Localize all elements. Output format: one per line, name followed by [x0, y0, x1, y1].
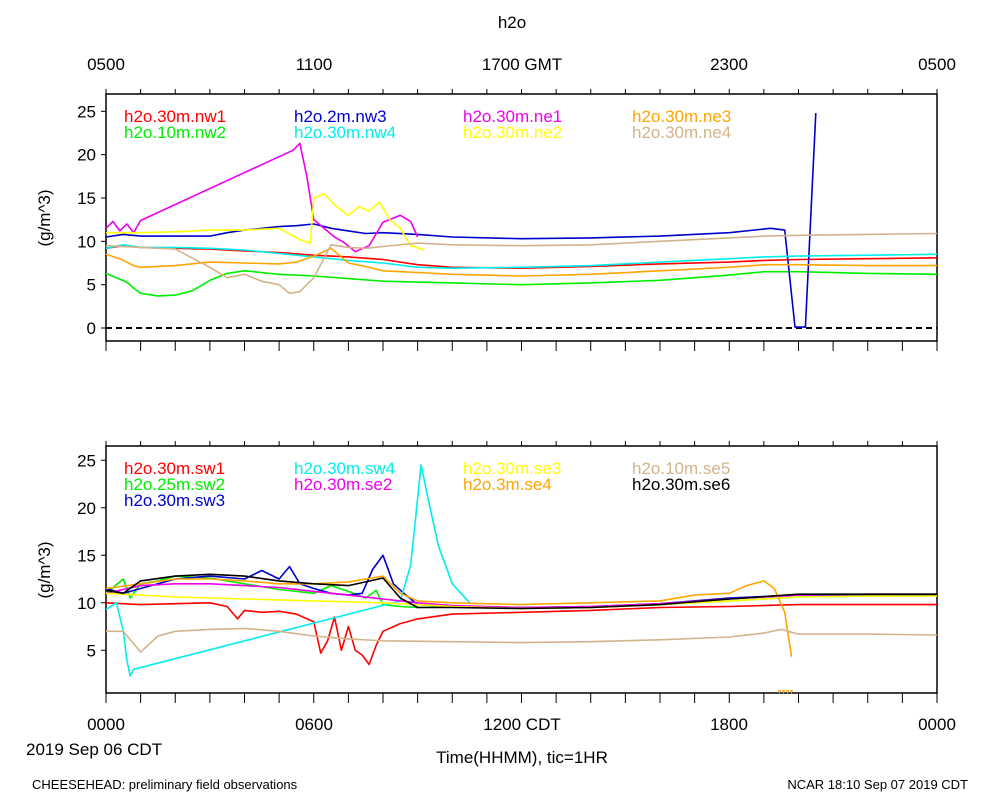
bottom-tick-label: 0000: [87, 715, 125, 734]
lower-y-axis-label: (g/m^3): [35, 541, 54, 598]
top-axis-labels: 0500 1100 1700 GMT 2300 0500: [87, 55, 956, 74]
y-tick-label: 10: [77, 594, 96, 613]
legend-entry: h2o.30m.ne2: [463, 123, 562, 142]
legend-entry: h2o.30m.sw4: [294, 459, 395, 478]
chart-title: h2o: [498, 13, 526, 32]
legend-entry: h2o.30m.ne3: [632, 107, 731, 126]
top-tick-label: 0500: [87, 55, 125, 74]
upper-tick-marks: [105, 89, 938, 351]
series-line-h2o-30m-ne2: [106, 192, 425, 251]
series-line-h2o-2m-nw3: [105, 113, 817, 328]
upper-legend: h2o.30m.nw1 h2o.10m.nw2 h2o.2m.nw3 h2o.3…: [124, 107, 731, 142]
series-line-h2o-30m-ne4: [105, 232, 938, 295]
legend-entry: h2o.30m.ne1: [463, 107, 562, 126]
footer-left: CHEESEHEAD: preliminary field observatio…: [32, 777, 298, 792]
series-line-h2o-30m-se6: [105, 573, 937, 610]
legend-entry: h2o.30m.se3: [463, 459, 561, 478]
top-tick-label: 0500: [918, 55, 956, 74]
series-line-h2o-30m-ne3: [105, 247, 937, 277]
legend-entry: h2o.2m.nw3: [294, 107, 387, 126]
offscale-markers: [778, 690, 793, 694]
series-line-h2o-25m-sw2: [105, 575, 938, 610]
lower-panel: 5 10 15 20 25 (g/m^3) h2o.30m.sw1 h2o.25m.sw…: [35, 441, 938, 703]
top-tick-label: 1100: [296, 55, 333, 74]
lower-series: [105, 464, 938, 677]
offscale-marker: [778, 690, 793, 694]
y-tick-label: 25: [77, 451, 96, 470]
upper-panel: 0 5 10 15 20 25 (g/m^3) h2o.30m.nw1 h2o.10m.n…: [35, 89, 938, 351]
series-line-h2o-30m-sw1: [105, 601, 937, 666]
y-tick-label: 5: [87, 641, 96, 660]
series-line-h2o-10m-se5: [106, 627, 938, 653]
y-tick-label: 0: [87, 319, 96, 338]
top-tick-label: 1700 GMT: [482, 55, 562, 74]
series-line-h2o-3m-se4: [105, 575, 793, 658]
legend-entry: h2o.10m.se5: [632, 459, 730, 478]
series-line-h2o-30m-nw4: [105, 244, 938, 270]
x-axis-label: Time(HHMM), tic=1HR: [436, 748, 608, 767]
y-tick-label: 15: [77, 546, 96, 565]
y-tick-label: 5: [87, 276, 96, 295]
legend-entry: h2o.30m.nw4: [294, 123, 396, 142]
legend-entry: h2o.3m.se4: [463, 475, 552, 494]
legend-entry: h2o.30m.nw1: [124, 107, 226, 126]
bottom-tick-label: 0000: [918, 715, 956, 734]
legend-entry: h2o.30m.sw1: [124, 459, 225, 478]
legend-entry: h2o.30m.ne4: [632, 123, 731, 142]
legend-entry: h2o.25m.sw2: [124, 475, 225, 494]
bottom-axis-labels: 0000 0600 1200 CDT 1800 0000: [87, 715, 956, 734]
lower-legend: h2o.30m.sw1 h2o.25m.sw2 h2o.30m.sw3 h2o.…: [124, 459, 730, 510]
legend-entry: h2o.30m.se2: [294, 475, 392, 494]
date-label: 2019 Sep 06 CDT: [26, 740, 162, 759]
lower-y-tick-labels: 5 10 15 20 25: [77, 451, 106, 660]
series-line-h2o-30m-nw1: [105, 244, 938, 270]
upper-y-tick-labels: 0 5 10 15 20 25: [77, 102, 106, 338]
series-line-h2o-30m-se3: [105, 592, 937, 610]
legend-entry: h2o.30m.se6: [632, 475, 730, 494]
y-tick-label: 15: [77, 189, 96, 208]
y-tick-label: 20: [77, 146, 96, 165]
upper-series: [105, 113, 938, 328]
y-tick-label: 10: [77, 232, 96, 251]
lower-tick-marks: [105, 441, 938, 703]
footer-right: NCAR 18:10 Sep 07 2019 CDT: [787, 777, 968, 792]
bottom-tick-label: 0600: [295, 715, 333, 734]
upper-y-axis-label: (g/m^3): [35, 189, 54, 246]
bottom-tick-label: 1800: [710, 715, 748, 734]
y-tick-label: 25: [77, 102, 96, 121]
legend-entry: h2o.10m.nw2: [124, 123, 226, 142]
bottom-tick-label: 1200 CDT: [483, 715, 560, 734]
series-line-h2o-30m-ne1: [105, 142, 419, 253]
legend-entry: h2o.30m.sw3: [124, 491, 225, 510]
series-line-h2o-10m-nw2: [105, 269, 938, 297]
y-tick-label: 20: [77, 499, 96, 518]
top-tick-label: 2300: [710, 55, 748, 74]
